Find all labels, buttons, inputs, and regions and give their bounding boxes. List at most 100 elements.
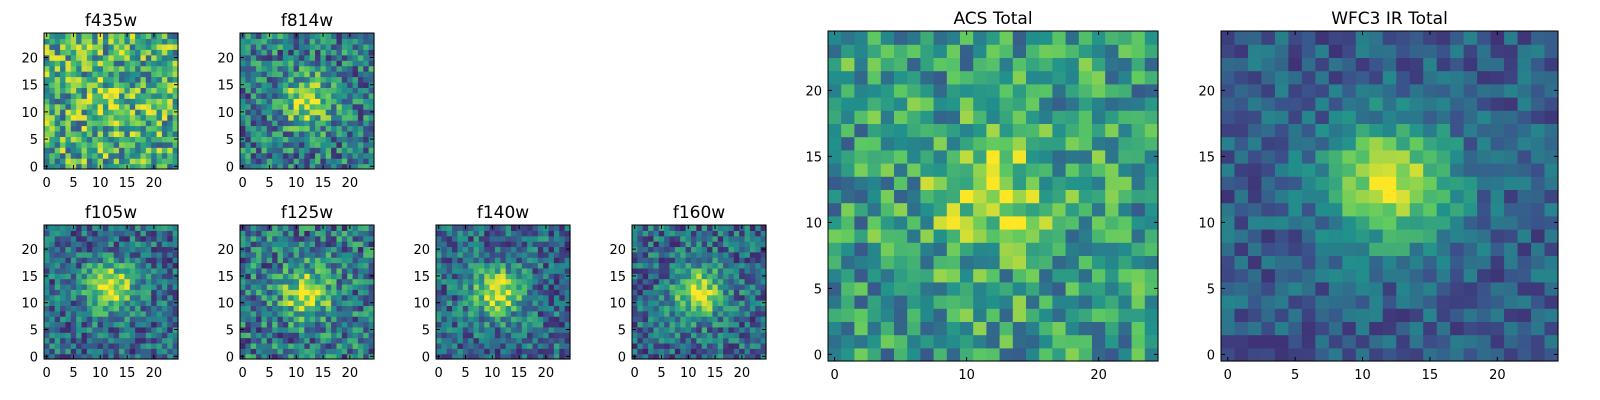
heatmap-cell [1477, 202, 1492, 217]
heatmap-cell [484, 230, 491, 237]
heatmap-cell [81, 316, 88, 323]
heatmap-cell [642, 257, 649, 264]
heatmap-cell [1118, 295, 1133, 309]
heatmap-cell [145, 337, 152, 344]
heatmap-cell [1490, 308, 1505, 322]
heatmap-cell [368, 87, 375, 94]
heatmap-cell [151, 262, 158, 269]
heatmap-cell [167, 230, 174, 237]
heatmap-cell [250, 225, 257, 231]
heatmap-cell [473, 300, 480, 306]
heatmap-cell [701, 305, 708, 312]
heatmap-cell [92, 316, 99, 323]
heatmap-cell [272, 273, 279, 280]
heatmap-cell [880, 110, 895, 124]
heatmap-cell [135, 241, 142, 248]
heatmap-cell [1261, 242, 1276, 256]
heatmap-cell [352, 33, 359, 40]
heatmap-cell [511, 353, 517, 360]
heatmap-cell [441, 348, 448, 355]
heatmap-cell [81, 33, 88, 40]
heatmap-cell [1315, 321, 1330, 336]
heatmap-cell [145, 278, 152, 285]
heatmap-cell [151, 65, 158, 72]
heatmap-cell [320, 278, 327, 285]
heatmap-cell [81, 103, 88, 110]
heatmap-cell [325, 87, 332, 94]
heatmap-cell [880, 163, 895, 177]
heatmap-cell [156, 158, 163, 165]
heatmap-cell [172, 33, 179, 40]
heatmap-cell [156, 246, 163, 253]
heatmap-cell [368, 71, 375, 78]
heatmap-cell [548, 273, 555, 280]
heatmap-cell [156, 60, 163, 67]
heatmap-cell [108, 278, 115, 285]
heatmap-cell [44, 305, 50, 312]
heatmap-cell [1355, 308, 1370, 322]
heatmap-cell [867, 176, 882, 190]
heatmap-cell [97, 267, 104, 274]
heatmap-cell [1092, 268, 1106, 283]
heatmap-cell [293, 147, 300, 154]
heatmap-cell [352, 267, 359, 274]
heatmap-cell [553, 273, 560, 280]
heatmap-cell [717, 278, 724, 285]
heatmap-cell [119, 353, 125, 360]
axes-frame [631, 224, 767, 360]
heatmap-cell [347, 109, 354, 116]
heatmap-cell [256, 92, 263, 99]
heatmap-cell [880, 31, 895, 45]
heatmap-cell [156, 294, 163, 301]
heatmap-cell [309, 65, 316, 72]
heatmap-cell [1477, 163, 1492, 177]
heatmap-cell [559, 348, 566, 355]
heatmap-cell [135, 81, 142, 88]
heatmap-cell [315, 54, 321, 61]
heatmap-cell [484, 235, 491, 242]
heatmap-cell [140, 130, 147, 137]
heatmap-cell [161, 316, 168, 323]
heatmap-cell [1450, 268, 1465, 283]
heatmap-cell [669, 278, 676, 285]
heatmap-cell [986, 97, 1001, 111]
heatmap-cell [696, 305, 703, 312]
heatmap-cell [1065, 255, 1080, 270]
heatmap-cell [457, 332, 464, 339]
heatmap-cell [113, 342, 120, 349]
heatmap-cell [341, 81, 348, 88]
heatmap-cell [135, 92, 142, 99]
heatmap-cell [543, 342, 550, 349]
heatmap-cell [357, 65, 364, 72]
heatmap-cell [537, 267, 544, 274]
heatmap-cell [277, 278, 284, 285]
heatmap-cell [505, 326, 512, 333]
heatmap-cell [102, 71, 109, 78]
heatmap-cell [172, 87, 179, 94]
heatmap-cell [76, 87, 83, 94]
heatmap-cell [320, 38, 327, 45]
heatmap-cell [973, 57, 987, 72]
x-tick-label: 0 [239, 366, 247, 381]
heatmap-cell [245, 337, 252, 344]
heatmap-cell [489, 257, 496, 264]
y-tick-label: 15 [21, 79, 38, 94]
heatmap-cell [723, 278, 730, 285]
heatmap-cell [304, 71, 311, 78]
heatmap-cell [266, 321, 273, 328]
heatmap-cell [140, 81, 147, 88]
y-tick-label: 15 [21, 270, 38, 285]
heatmap-cell [867, 123, 882, 138]
heatmap-cell [97, 120, 104, 127]
heatmap-cell [156, 54, 163, 61]
heatmap-cell [54, 65, 61, 72]
heatmap-cell [135, 305, 142, 312]
heatmap-cell [113, 81, 120, 88]
heatmap-cell [309, 310, 316, 317]
heatmap-cell [76, 332, 83, 339]
heatmap-cell [156, 251, 163, 258]
heatmap-cell [1342, 308, 1357, 322]
heatmap-cell [664, 353, 671, 360]
heatmap-cell [156, 337, 163, 344]
heatmap-cell [54, 257, 61, 264]
